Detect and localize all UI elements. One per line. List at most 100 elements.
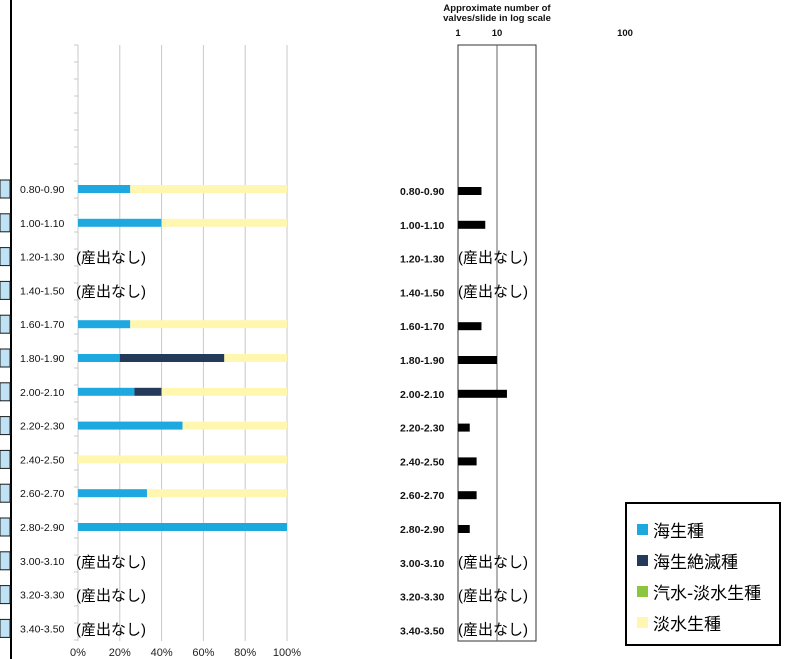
bar-segment-marine: [78, 354, 120, 362]
abundance-bar: [458, 322, 482, 331]
bar-segment-freshwater: [224, 354, 287, 362]
cropped-edge-strip: [0, 0, 12, 659]
strip-cell: [0, 517, 11, 537]
category-label: 3.00-3.10: [20, 556, 65, 568]
no-data-label: (産出なし): [458, 283, 528, 300]
category-label: 2.40-2.50: [20, 454, 65, 466]
category-label: 3.40-3.50: [400, 625, 445, 637]
bar-segment-freshwater: [146, 489, 287, 498]
bar-segment-marine: [78, 421, 183, 430]
legend-item: 淡水生種: [637, 611, 721, 635]
strip-cell: [0, 449, 11, 469]
abundance-bar: [458, 491, 477, 500]
category-label: 3.20-3.30: [20, 590, 65, 602]
category-label: 2.60-2.70: [20, 488, 65, 500]
strip-cell: [0, 348, 11, 368]
abundance-bar: [458, 187, 482, 195]
bar-segment-freshwater: [130, 185, 287, 193]
abundance-bar: [458, 457, 477, 466]
x-tick-label: 10: [492, 28, 503, 39]
no-data-label: (産出なし): [458, 621, 528, 638]
category-label: 2.20-2.30: [20, 421, 65, 433]
x-tick-label: 80%: [234, 647, 256, 659]
category-label: 2.20-2.30: [400, 423, 445, 435]
category-label: 0.80-0.90: [400, 186, 445, 198]
legend-label: 海生絶滅種: [653, 552, 738, 573]
strip-cell: [0, 314, 11, 334]
bar-segment-freshwater: [161, 387, 287, 396]
bar-segment-marine: [78, 185, 131, 193]
no-data-label: (産出なし): [76, 621, 146, 638]
bar-segment-marine-extinct: [134, 387, 162, 396]
strip-cell: [0, 483, 11, 503]
bar-segment-freshwater: [130, 320, 287, 329]
category-label: 1.40-1.50: [20, 285, 65, 297]
x-tick-label: 0%: [70, 647, 86, 659]
category-label: 2.00-2.10: [400, 389, 445, 401]
x-tick-label: 1: [455, 28, 461, 39]
strip-cell: [0, 618, 11, 638]
bar-segment-freshwater: [182, 421, 287, 430]
category-label: 2.00-2.10: [20, 387, 65, 399]
category-label: 1.80-1.90: [20, 353, 65, 365]
legend-label: 淡水生種: [653, 614, 721, 635]
x-tick-label: 20%: [109, 647, 131, 659]
category-label: 1.40-1.50: [400, 287, 445, 299]
category-label: 0.80-0.90: [20, 184, 65, 196]
category-label: 1.60-1.70: [400, 321, 445, 333]
strip-cell: [0, 247, 11, 267]
abundance-bar: [458, 389, 507, 398]
category-label: 2.80-2.90: [20, 522, 65, 534]
no-data-label: (産出なし): [458, 250, 528, 267]
chart-title: Approximate number of: [443, 3, 551, 14]
no-data-label: (産出なし): [76, 588, 146, 605]
bar-segment-marine: [78, 387, 135, 396]
strip-cell: [0, 280, 11, 300]
no-data-label: (産出なし): [76, 283, 146, 300]
x-tick-label: 100%: [273, 647, 301, 659]
category-label: 2.40-2.50: [400, 456, 445, 468]
strip-cell: [0, 382, 11, 402]
legend-swatch: [637, 554, 648, 566]
legend-item: 汽水-淡水生種: [637, 580, 762, 604]
category-label: 1.00-1.10: [400, 220, 445, 232]
legend-label: 海生種: [653, 521, 704, 542]
category-label: 1.60-1.70: [20, 319, 65, 331]
category-label: 1.20-1.30: [400, 254, 445, 266]
no-data-label: (産出なし): [458, 554, 528, 571]
legend-item: 海生絶滅種: [637, 549, 738, 573]
category-label: 1.80-1.90: [400, 355, 445, 367]
category-label: 3.40-3.50: [20, 623, 65, 635]
bar-segment-marine: [78, 523, 287, 531]
strip-cell: [0, 551, 11, 571]
bar-segment-marine: [78, 218, 162, 227]
bar-segment-freshwater: [161, 218, 287, 227]
abundance-bar: [458, 356, 497, 364]
legend: 海生種海生絶滅種汽水-淡水生種 淡水生種: [625, 502, 781, 646]
category-label: 3.20-3.30: [400, 592, 445, 604]
abundance-bar: [458, 525, 470, 533]
strip-cell: [0, 416, 11, 436]
bar-segment-freshwater: [78, 455, 287, 464]
legend-swatch: [637, 616, 648, 628]
legend-item: 海生種: [637, 518, 704, 542]
x-tick-label: 60%: [192, 647, 214, 659]
category-label: 1.20-1.30: [20, 252, 65, 264]
no-data-label: (産出なし): [76, 250, 146, 267]
x-tick-label: 40%: [151, 647, 173, 659]
bar-segment-marine: [78, 489, 147, 498]
legend-label: 汽水-淡水生種: [653, 583, 762, 604]
strip-cell: [0, 179, 11, 199]
no-data-label: (産出なし): [458, 588, 528, 605]
legend-swatch: [637, 585, 648, 597]
category-label: 1.00-1.10: [20, 218, 65, 230]
abundance-bar: [458, 423, 470, 432]
category-label: 2.60-2.70: [400, 490, 445, 502]
composition-chart: 0% 20% 40% 60% 80% 100% 0.80-0.90 1.00-1.10 1.20…: [20, 44, 301, 659]
no-data-label: (産出なし): [76, 554, 146, 571]
bar-segment-marine-extinct: [119, 354, 225, 362]
bar-segment-marine: [78, 320, 131, 329]
abundance-bar: [458, 220, 486, 229]
